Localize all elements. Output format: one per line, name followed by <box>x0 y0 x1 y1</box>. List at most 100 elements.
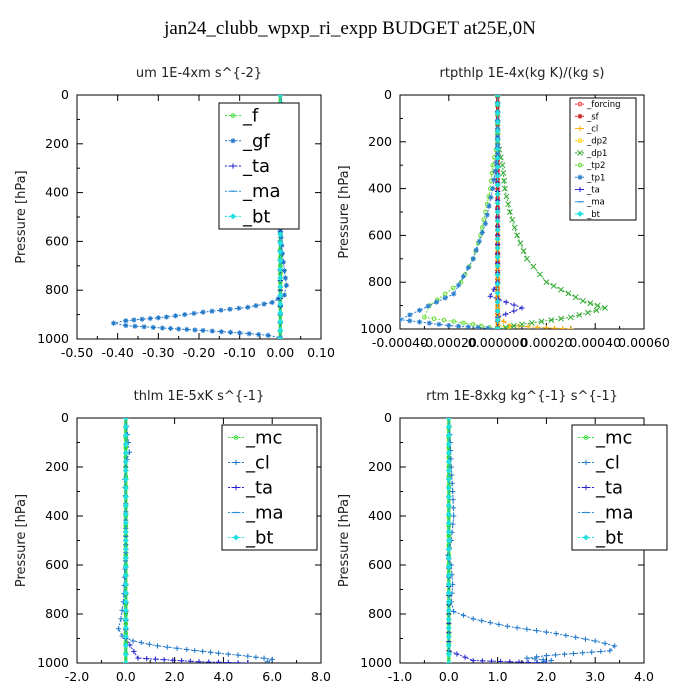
data-point-cl <box>115 626 122 632</box>
data-point-ta <box>462 654 468 660</box>
x-tick-label: 0.00020 <box>521 335 573 350</box>
data-point-bt <box>445 633 452 640</box>
data-point-bt <box>445 659 452 663</box>
data-point-dp1 <box>506 209 513 215</box>
data-point-ta <box>152 656 159 662</box>
legend-label: _ta <box>245 478 273 499</box>
legend: _f _gf _ta _ma _bt <box>218 102 300 230</box>
data-point-bt <box>445 493 452 500</box>
data-point-bt <box>494 136 501 144</box>
data-point-tp1 <box>451 291 457 297</box>
data-point-bt <box>494 154 501 162</box>
y-tick-label: 1000 <box>360 321 392 336</box>
x-tick-label: 3.0 <box>585 669 605 684</box>
data-point-bt <box>122 484 129 492</box>
data-point-dp1 <box>510 322 517 329</box>
legend-swatch-marker <box>576 210 584 217</box>
data-point-bt <box>122 493 129 500</box>
data-point-cl <box>563 632 569 639</box>
data-point-ta <box>178 658 185 663</box>
data-point-bt <box>494 235 501 243</box>
data-point-bt <box>494 253 501 261</box>
data-point-cl <box>451 513 457 519</box>
data-point-tp1 <box>436 321 442 327</box>
data-point-cl <box>451 608 457 615</box>
data-point-tp1 <box>442 295 448 301</box>
data-point-bt <box>494 127 501 135</box>
data-point-cl <box>207 649 214 655</box>
data-point-tp1 <box>488 194 494 200</box>
legend-swatch-marker <box>230 113 236 118</box>
data-point-ta <box>144 656 150 662</box>
x-tick-label: 2.0 <box>165 669 185 684</box>
data-point-cl <box>514 625 520 631</box>
data-point-bt <box>122 458 129 465</box>
data-point-gf <box>139 316 145 322</box>
data-point-cl <box>154 643 161 649</box>
data-point-tp1 <box>470 256 476 262</box>
data-point-bt <box>122 642 129 649</box>
data-point-cl <box>174 645 180 651</box>
data-point-dp1 <box>519 321 525 328</box>
data-point-gf <box>192 327 198 333</box>
data-point-cl <box>225 651 231 657</box>
data-point-cl <box>592 638 598 644</box>
data-point-tp1 <box>416 307 423 313</box>
data-point-ta <box>498 658 504 663</box>
data-point-cl <box>551 325 558 329</box>
data-point-bt <box>122 554 129 562</box>
data-point-tp2 <box>451 319 456 324</box>
data-point-bt <box>445 476 452 483</box>
data-point-gf <box>182 312 188 318</box>
data-point-tp2 <box>470 322 476 327</box>
data-point-cl <box>450 505 456 511</box>
legend-label: _mc <box>595 428 632 449</box>
data-point-bt <box>122 449 129 457</box>
data-point-bt <box>277 283 284 290</box>
data-point-ta <box>507 659 513 663</box>
legend-label: _ta <box>586 186 600 196</box>
data-point-tp1 <box>490 186 496 192</box>
data-point-ta <box>479 658 485 663</box>
data-point-gf <box>167 325 174 332</box>
data-point-dp1 <box>550 282 557 289</box>
data-point-gf <box>218 329 224 335</box>
data-point-bt <box>494 289 501 297</box>
data-point-gf <box>176 326 182 332</box>
data-point-dp1 <box>505 201 512 208</box>
chart-panel-1: um 1E-4xm s^{-2} Pressure [hPa] 0 200 400 600… <box>14 66 335 360</box>
data-point-cl <box>146 641 152 647</box>
data-point-gf <box>279 242 285 249</box>
data-point-tp1 <box>407 312 413 318</box>
data-point-bt <box>122 607 129 614</box>
data-point-gf <box>163 314 170 320</box>
data-point-tp1 <box>491 177 497 183</box>
y-tick-label: 200 <box>45 136 69 151</box>
data-point-tp2 <box>441 317 447 323</box>
data-point-bt <box>445 589 452 597</box>
x-tick-label: 0.0 <box>439 669 459 684</box>
data-point-cl <box>570 650 577 657</box>
data-point-cl <box>164 644 170 650</box>
data-point-gf <box>209 328 215 334</box>
x-tick-label: -0.10 <box>223 345 255 360</box>
data-point-tp1 <box>416 319 423 325</box>
data-point-bt <box>122 537 129 544</box>
legend: _forcing _sf _cl _dp2 _dp1 _tp2 _tp1 _ta _ma _bt <box>569 97 637 221</box>
data-point-ta <box>534 660 540 663</box>
x-tick-label: -0.20 <box>183 345 215 360</box>
data-point-tp1 <box>473 247 479 253</box>
data-point-tp1 <box>476 238 482 244</box>
data-point-ta <box>215 659 222 663</box>
data-point-bt <box>445 423 452 430</box>
data-point-cl <box>543 653 549 659</box>
x-tick-label: -0.30 <box>142 345 174 360</box>
data-point-gf <box>279 251 285 257</box>
x-tick-label: 0.10 <box>307 345 335 360</box>
series-group <box>445 418 618 663</box>
data-point-bt <box>277 292 284 299</box>
data-point-tp1 <box>486 203 492 209</box>
data-point-cl <box>525 324 531 329</box>
